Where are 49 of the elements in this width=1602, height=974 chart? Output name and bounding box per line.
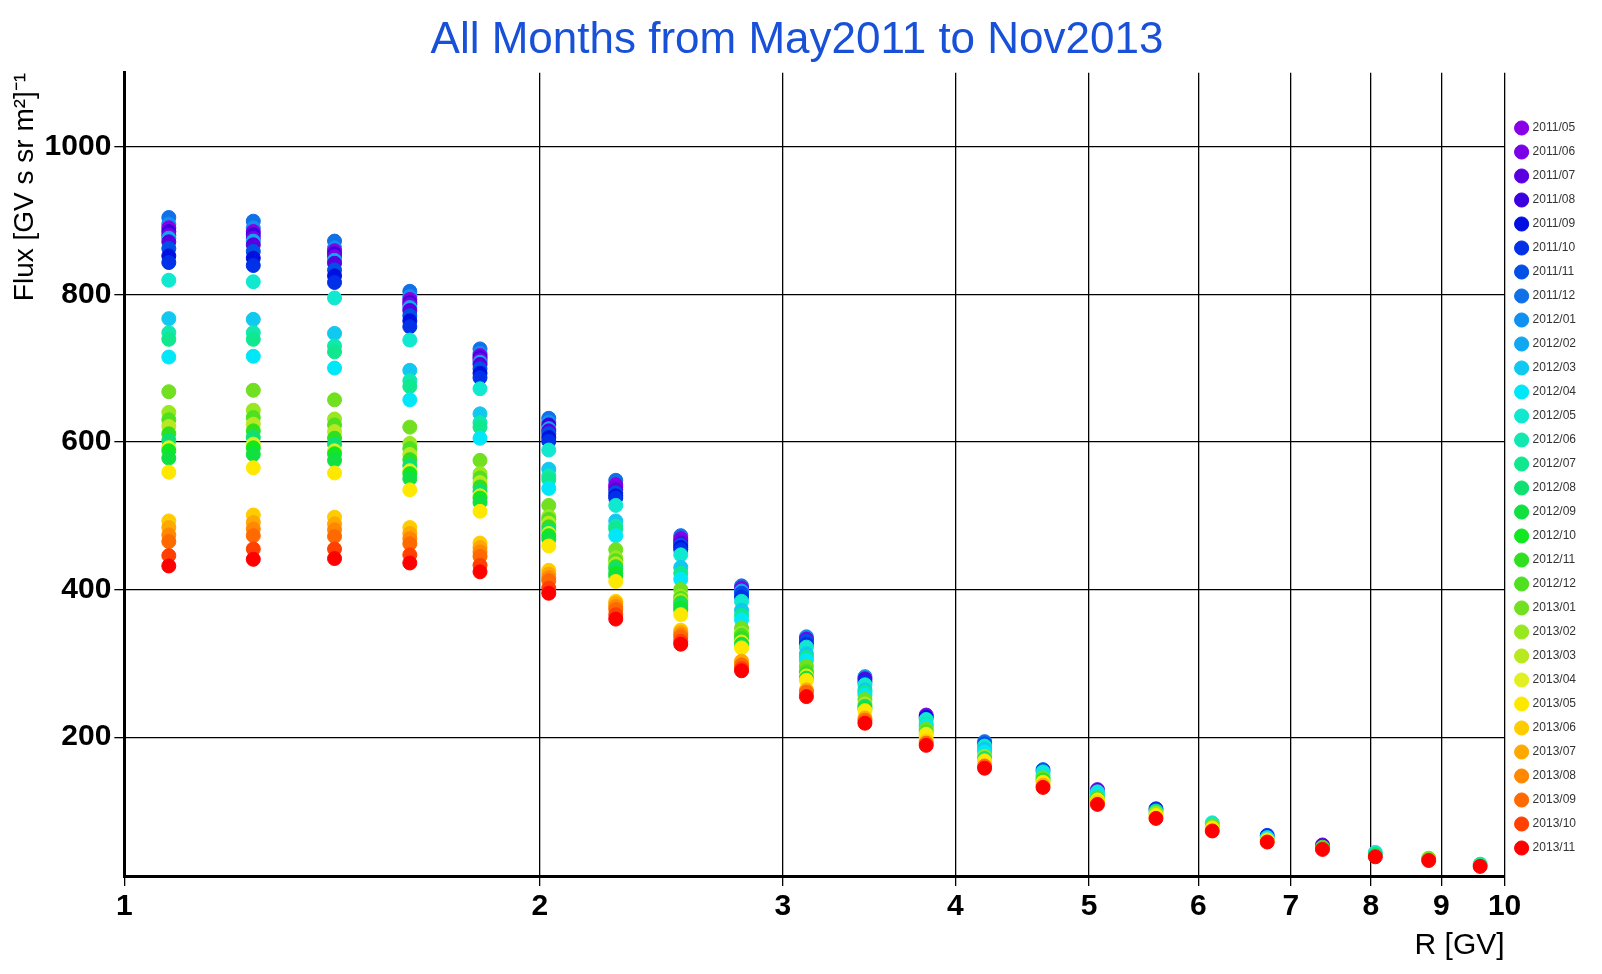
legend-label: 2012/04 (1532, 384, 1577, 399)
x-tick-label: 1 (115, 888, 133, 922)
legend-label: 2011/07 (1532, 168, 1576, 183)
legend-label: 2013/08 (1532, 768, 1577, 783)
legend-label: 2012/12 (1532, 576, 1577, 591)
x-tick-label: 10 (1487, 888, 1522, 922)
legend-label: 2011/08 (1532, 192, 1576, 207)
y-tick-label: 1000 (44, 127, 112, 161)
legend-label: 2011/12 (1532, 288, 1576, 303)
legend-label: 2012/05 (1532, 408, 1577, 423)
legend-label: 2011/05 (1532, 120, 1576, 135)
x-tick-label: 5 (1080, 888, 1098, 922)
x-tick-label: 2 (531, 888, 549, 922)
legend-label: 2011/11 (1532, 264, 1575, 279)
legend-label: 2011/10 (1532, 240, 1576, 255)
x-tick-label: 4 (947, 888, 965, 922)
legend-label: 2012/09 (1532, 504, 1577, 519)
legend-label: 2013/06 (1532, 720, 1577, 735)
legend-label: 2013/04 (1532, 672, 1577, 687)
legend-label: 2011/09 (1532, 216, 1576, 231)
y-tick-label: 800 (61, 275, 112, 309)
legend-label: 2013/09 (1532, 792, 1577, 807)
legend-label: 2012/10 (1532, 528, 1577, 543)
x-tick-label: 6 (1190, 888, 1207, 922)
legend-label: 2013/01 (1532, 600, 1577, 615)
legend-label: 2013/10 (1532, 816, 1577, 831)
legend-label: 2012/01 (1532, 312, 1577, 327)
legend-label: 2013/11 (1532, 840, 1576, 855)
y-axis-title: Flux [GV s sr m²]⁻¹ (7, 72, 39, 302)
x-tick-label: 3 (774, 888, 792, 922)
legend-label: 2013/03 (1532, 648, 1577, 663)
legend-label: 2013/07 (1532, 744, 1577, 759)
legend-label: 2013/02 (1532, 624, 1577, 639)
legend-label: 2011/06 (1532, 144, 1576, 159)
x-tick-label: 9 (1433, 888, 1450, 922)
x-tick-label: 7 (1282, 888, 1300, 922)
y-tick-label: 400 (61, 570, 112, 604)
legend-label: 2013/05 (1532, 696, 1577, 711)
legend-label: 2012/03 (1532, 360, 1577, 375)
x-axis-title: R [GV] (1414, 927, 1505, 961)
legend-label: 2012/06 (1532, 432, 1577, 447)
legend-label: 2012/02 (1532, 336, 1577, 351)
x-tick-label: 8 (1362, 888, 1380, 922)
legend-label: 2012/11 (1532, 552, 1576, 567)
y-tick-label: 200 (61, 718, 112, 752)
legend-label: 2012/08 (1532, 480, 1577, 495)
chart-title: All Months from May2011 to Nov2013 (430, 12, 1164, 62)
y-tick-label: 600 (61, 423, 112, 457)
legend-label: 2012/07 (1532, 456, 1577, 471)
